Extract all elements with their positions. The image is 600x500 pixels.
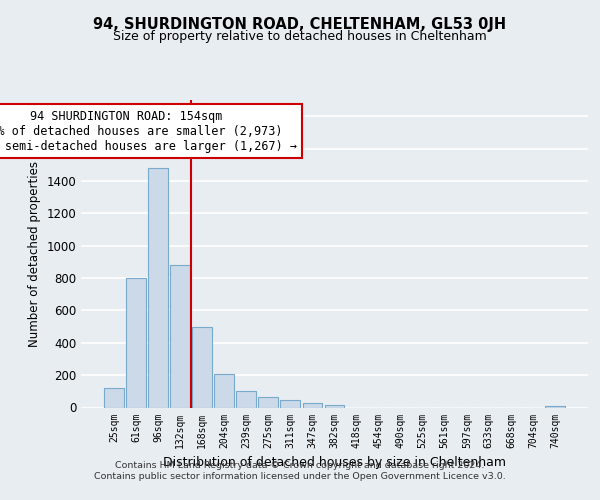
Bar <box>148 168 168 408</box>
Bar <box>236 390 256 407</box>
Text: Size of property relative to detached houses in Cheltenham: Size of property relative to detached ho… <box>113 30 487 43</box>
Bar <box>192 328 212 407</box>
Bar <box>280 400 301 407</box>
Bar <box>325 404 344 407</box>
Bar <box>126 278 146 407</box>
Bar <box>259 397 278 407</box>
Y-axis label: Number of detached properties: Number of detached properties <box>28 161 41 347</box>
Text: Contains HM Land Registry data © Crown copyright and database right 2024.: Contains HM Land Registry data © Crown c… <box>115 461 485 470</box>
Bar <box>214 374 234 408</box>
Bar <box>545 406 565 407</box>
Bar <box>104 388 124 407</box>
X-axis label: Distribution of detached houses by size in Cheltenham: Distribution of detached houses by size … <box>163 456 506 469</box>
Text: 94 SHURDINGTON ROAD: 154sqm
← 70% of detached houses are smaller (2,973)
30% of : 94 SHURDINGTON ROAD: 154sqm ← 70% of det… <box>0 110 297 152</box>
Text: 94, SHURDINGTON ROAD, CHELTENHAM, GL53 0JH: 94, SHURDINGTON ROAD, CHELTENHAM, GL53 0… <box>94 18 506 32</box>
Bar <box>170 265 190 408</box>
Text: Contains public sector information licensed under the Open Government Licence v3: Contains public sector information licen… <box>94 472 506 481</box>
Bar <box>302 402 322 407</box>
